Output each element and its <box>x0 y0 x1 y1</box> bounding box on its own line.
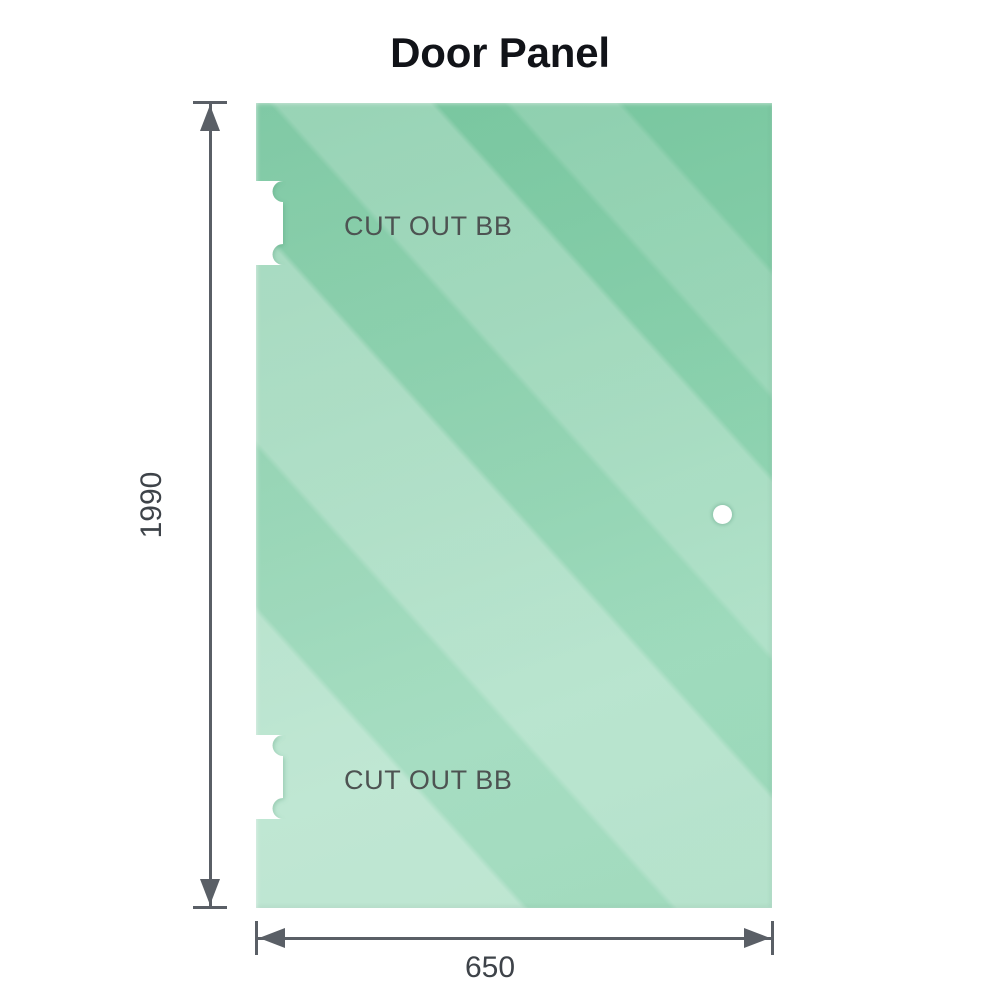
arrow-right-icon <box>744 928 770 948</box>
glass-panel: CUT OUT BB CUT OUT BB <box>256 103 772 908</box>
height-dimension-label: 1990 <box>135 471 168 539</box>
arrow-down-icon <box>200 879 220 905</box>
page-title: Door Panel <box>390 29 610 76</box>
cutout-label-top: CUT OUT BB <box>344 211 513 241</box>
width-dimension-label: 650 <box>464 951 516 984</box>
width-extension-tick-left <box>255 921 258 955</box>
cutout-label-bottom: CUT OUT BB <box>344 765 513 795</box>
height-extension-tick-bottom <box>193 906 227 909</box>
width-dimension-line <box>256 937 772 940</box>
handle-hole-icon <box>713 505 732 524</box>
height-dimension-line <box>209 103 212 908</box>
arrow-left-icon <box>259 928 285 948</box>
height-extension-tick-top <box>193 101 227 104</box>
arrow-up-icon <box>200 105 220 131</box>
width-extension-tick-right <box>771 921 774 955</box>
cutout-notch-top <box>256 181 298 265</box>
glass-surface <box>256 103 772 908</box>
cutout-notch-bottom <box>256 735 298 819</box>
